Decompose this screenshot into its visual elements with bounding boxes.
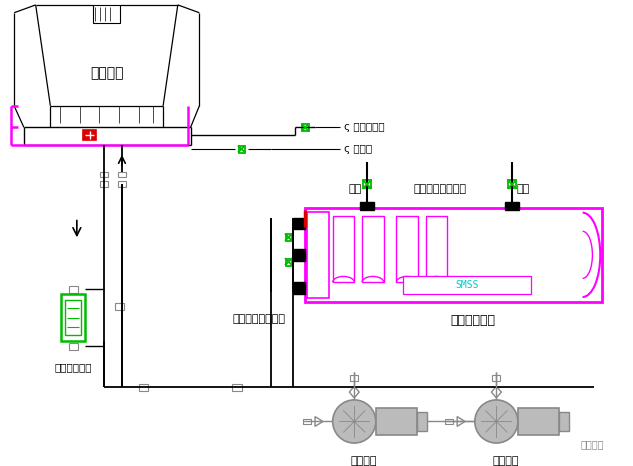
Bar: [350, 376, 358, 381]
Bar: [417, 411, 427, 432]
Bar: [505, 202, 519, 210]
Text: 出水: 出水: [517, 184, 530, 194]
Bar: [69, 343, 78, 350]
Text: 蒸发侧（冷冻水）: 蒸发侧（冷冻水）: [413, 184, 466, 194]
Bar: [294, 282, 305, 294]
Bar: [363, 180, 371, 188]
Bar: [362, 216, 384, 282]
Bar: [403, 276, 530, 294]
Bar: [239, 146, 246, 153]
Bar: [426, 216, 448, 282]
Bar: [285, 234, 292, 241]
Text: 水冷螺杆机组: 水冷螺杆机组: [450, 314, 496, 327]
Text: ς 接自来水管: ς 接自来水管: [344, 123, 385, 132]
Bar: [305, 208, 602, 302]
Text: 冷却水泵: 冷却水泵: [493, 456, 520, 466]
Bar: [303, 418, 311, 425]
Bar: [396, 216, 418, 282]
Circle shape: [333, 400, 376, 443]
Bar: [508, 180, 516, 188]
Bar: [303, 124, 309, 131]
Bar: [307, 212, 329, 298]
Circle shape: [475, 400, 518, 443]
Bar: [118, 181, 126, 187]
Bar: [446, 418, 453, 425]
Bar: [118, 171, 126, 178]
Bar: [139, 384, 148, 391]
Bar: [101, 171, 108, 178]
Bar: [492, 376, 500, 381]
Text: 冷凝侧（冷却水）: 冷凝侧（冷却水）: [233, 314, 285, 324]
Bar: [61, 294, 85, 341]
Text: ς 排水管: ς 排水管: [344, 144, 373, 154]
Text: 进水: 进水: [349, 184, 362, 194]
Bar: [69, 286, 78, 293]
Text: 电子水处理仳: 电子水处理仳: [54, 363, 92, 373]
Bar: [65, 300, 81, 335]
Text: 冷却水泵: 冷却水泵: [351, 456, 377, 466]
Bar: [376, 408, 417, 435]
Bar: [285, 259, 292, 266]
Bar: [115, 303, 124, 310]
Bar: [559, 411, 569, 432]
Bar: [101, 181, 108, 187]
Bar: [518, 408, 559, 435]
Text: SMSS: SMSS: [455, 280, 479, 290]
Bar: [83, 130, 96, 140]
Text: 制冷百科: 制冷百科: [580, 439, 604, 449]
Bar: [232, 384, 242, 391]
Bar: [294, 249, 305, 261]
Bar: [92, 5, 120, 22]
Bar: [333, 216, 354, 282]
Text: 冷却水塔: 冷却水塔: [91, 67, 124, 81]
Bar: [360, 202, 374, 210]
Bar: [294, 218, 305, 229]
